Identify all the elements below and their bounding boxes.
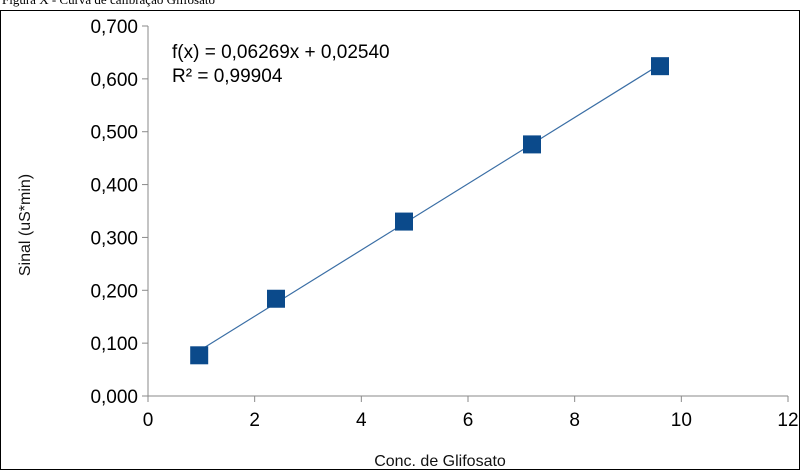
y-tick-label: 0,000: [90, 387, 138, 408]
trendline-group: [198, 63, 661, 352]
y-tick-label: 0,100: [90, 334, 138, 355]
y-tick-label: 0,300: [90, 228, 138, 249]
x-tick-label: 2: [249, 410, 260, 431]
x-axis-label: Conc. de Glifosato: [374, 453, 506, 470]
data-point: [395, 212, 413, 231]
tick-group: [142, 25, 789, 402]
x-tick-label: 10: [671, 410, 692, 431]
data-points: [190, 57, 669, 365]
y-axis-label: Sinal (uS*min): [17, 174, 34, 276]
y-tick-label: 0,500: [90, 123, 138, 144]
r-squared-annotation: R² = 0,99904: [172, 66, 283, 87]
y-tick-label: 0,700: [90, 17, 138, 38]
x-tick-label: 8: [569, 410, 580, 431]
trendline: [198, 63, 661, 352]
y-tick-label: 0,400: [90, 176, 138, 197]
tick-label-group: 0 2 4 6 8 10 12 0,000 0,100 0,200 0,300 0,400 0,500 0…: [90, 17, 798, 431]
y-tick-label: 0,200: [90, 281, 138, 302]
x-tick-label: 4: [356, 410, 367, 431]
x-tick-label: 6: [463, 410, 474, 431]
x-tick-label: 0: [143, 410, 154, 431]
x-tick-label: 12: [777, 410, 798, 431]
figure-caption: Figura X - Curva de calibração Glifosato: [2, 0, 215, 8]
data-point: [190, 346, 209, 365]
equation-annotation: f(x) = 0,06269x + 0,02540: [172, 42, 390, 63]
data-point: [267, 289, 285, 308]
data-point: [523, 135, 541, 154]
chart-frame: [0, 10, 800, 470]
y-tick-label: 0,600: [90, 70, 138, 91]
data-point: [651, 57, 669, 76]
